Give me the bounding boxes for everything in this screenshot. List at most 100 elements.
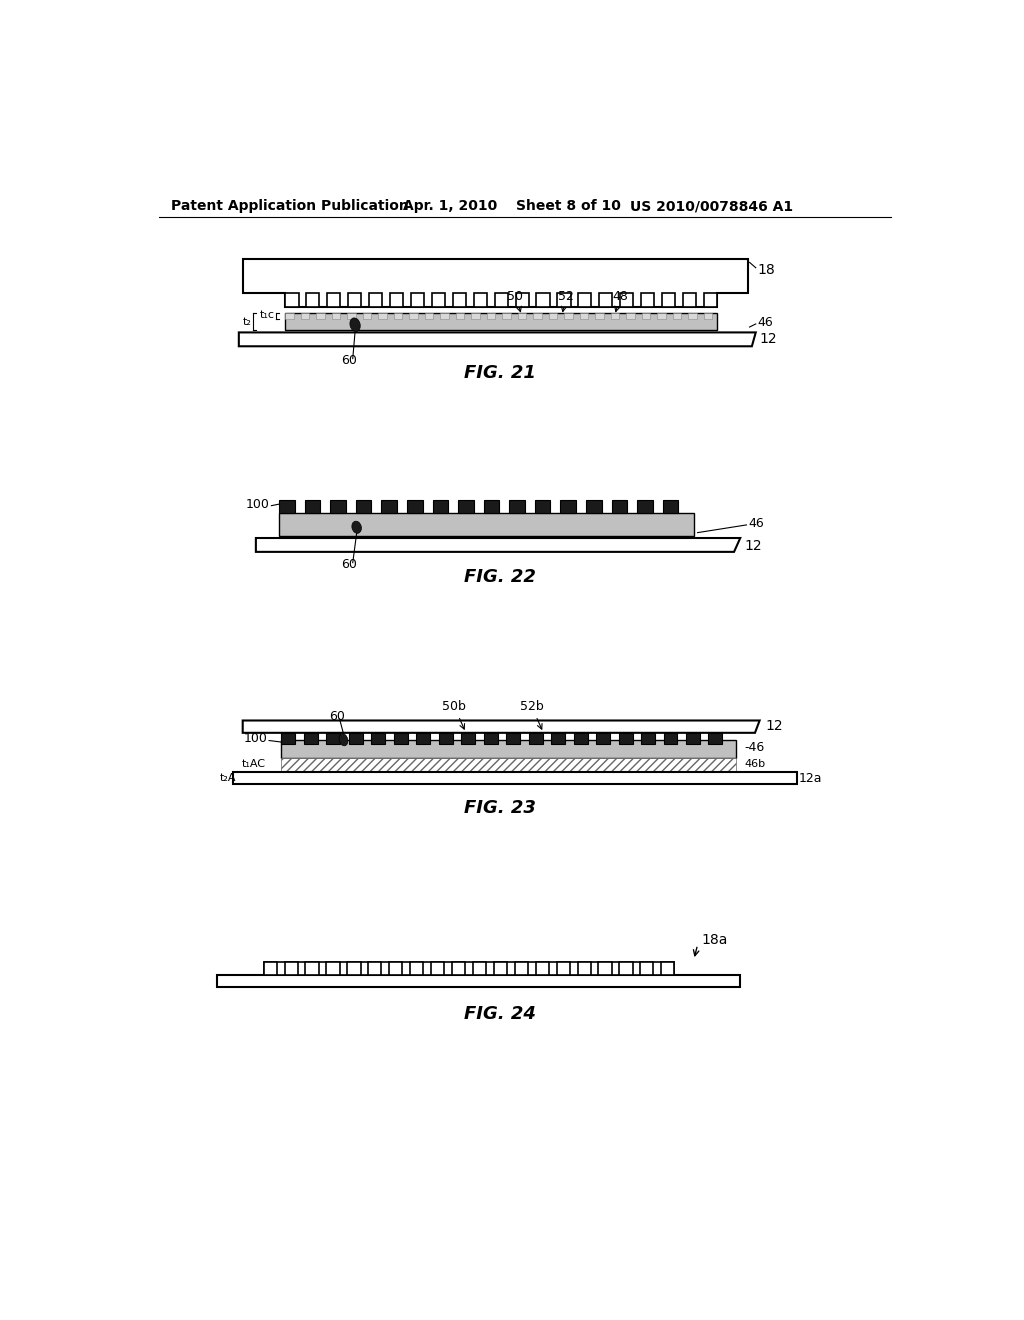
Bar [306,293,319,308]
Text: 46: 46 [758,315,773,329]
Bar [483,733,498,743]
Bar [390,293,403,308]
Bar [579,293,592,308]
Bar [331,500,346,512]
Bar [518,313,526,318]
Bar [431,961,444,974]
Text: FIG. 21: FIG. 21 [464,364,536,383]
Bar [394,313,402,318]
Bar [282,739,736,758]
Polygon shape [243,259,748,308]
Polygon shape [243,721,760,733]
Bar [286,313,717,330]
Bar [263,961,675,974]
Bar [347,313,356,318]
Bar [618,733,633,743]
Bar [515,293,528,308]
Bar [369,293,382,308]
Bar [560,500,575,512]
Bar [425,313,433,318]
Bar [664,733,678,743]
Bar [688,313,697,318]
Bar [394,733,408,743]
Bar [410,961,423,974]
Bar [432,293,445,308]
Bar [580,313,589,318]
Bar [657,313,666,318]
Bar [709,733,722,743]
Bar [535,500,550,512]
Bar [327,733,340,743]
Bar [458,500,474,512]
Bar [557,961,569,974]
Text: 52b: 52b [520,700,544,729]
Text: Apr. 1, 2010: Apr. 1, 2010 [403,199,498,213]
Polygon shape [256,539,740,552]
Text: 18a: 18a [701,933,728,946]
Bar [640,961,653,974]
Bar [564,313,572,318]
Bar [573,733,588,743]
Bar [452,961,465,974]
Bar [536,961,549,974]
Bar [233,772,797,784]
Ellipse shape [339,734,348,746]
Bar [662,293,675,308]
Bar [410,313,418,318]
Bar [598,961,611,974]
Text: 12: 12 [744,539,762,553]
Bar [263,961,276,974]
Bar [537,293,550,308]
Text: FIG. 24: FIG. 24 [464,1005,536,1023]
Bar [440,313,449,318]
Text: 50: 50 [508,289,523,312]
Bar [641,733,655,743]
Text: t₁c: t₁c [259,310,274,321]
Bar [301,313,309,318]
Bar [586,500,601,512]
Bar [599,293,612,308]
Text: 52: 52 [558,289,573,312]
Bar [494,961,507,974]
Bar [349,733,362,743]
Bar [578,961,591,974]
Text: Sheet 8 of 10: Sheet 8 of 10 [515,199,621,213]
Bar [515,961,528,974]
Bar [348,293,361,308]
Bar [683,293,696,308]
Bar [621,293,633,308]
Bar [280,500,295,512]
Bar [305,961,318,974]
Text: 46: 46 [748,517,764,529]
Bar [389,961,402,974]
Bar [703,293,717,308]
Text: FIG. 23: FIG. 23 [464,799,536,817]
Ellipse shape [350,318,360,331]
Bar [495,293,508,308]
Bar [474,293,486,308]
Bar [453,293,466,308]
Bar [305,500,321,512]
Bar [347,961,360,974]
Bar [356,500,372,512]
Text: 46b: 46b [744,759,765,770]
Bar [282,733,295,743]
Text: 60: 60 [330,710,345,723]
Text: FIG. 22: FIG. 22 [464,568,536,586]
Text: t₂A: t₂A [220,774,237,783]
Bar [551,733,565,743]
Bar [316,313,325,318]
Bar [304,733,317,743]
Polygon shape [239,333,756,346]
Bar [534,313,542,318]
Text: US 2010/0078846 A1: US 2010/0078846 A1 [630,199,794,213]
Bar [280,512,693,536]
Bar [663,500,678,512]
Bar [411,293,424,308]
Bar [286,293,299,308]
Bar [662,961,675,974]
Bar [595,313,604,318]
Bar [471,313,480,318]
Bar [328,293,340,308]
Bar [432,500,449,512]
